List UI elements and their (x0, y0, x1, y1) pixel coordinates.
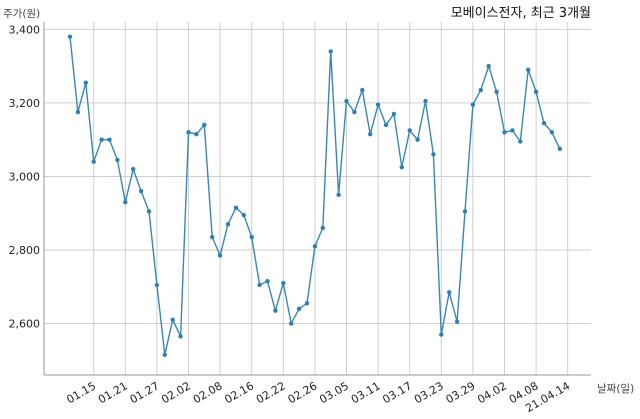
price-point (439, 332, 444, 337)
price-point (178, 334, 183, 339)
price-point (83, 80, 89, 85)
price-point (162, 352, 167, 357)
price-point (281, 280, 286, 286)
price-point (265, 279, 270, 284)
price-point (368, 131, 373, 137)
price-point (296, 306, 302, 312)
x-tick-label: 03.17 (380, 379, 414, 406)
x-tick-label: 02.26 (286, 379, 320, 406)
x-axis-title: 날짜(일) (597, 382, 634, 395)
price-point (462, 209, 468, 214)
price-point (146, 209, 152, 214)
price-point (320, 225, 325, 231)
x-tick-label: 04.02 (475, 379, 509, 406)
price-point (249, 234, 254, 240)
price-point (399, 165, 404, 170)
price-point (186, 130, 191, 135)
x-tick-label: 03.29 (444, 379, 478, 406)
x-tick-label: 02.16 (222, 379, 256, 406)
grid-layer (44, 22, 591, 375)
price-point (415, 137, 420, 142)
price-point (233, 205, 239, 210)
price-point (328, 49, 333, 54)
price-point (383, 122, 389, 128)
price-point (312, 244, 318, 249)
price-point (375, 102, 381, 107)
x-tick-label: 01.15 (64, 379, 98, 406)
price-point (75, 109, 81, 115)
price-point (154, 282, 160, 288)
price-point (407, 128, 412, 133)
price-point (423, 98, 428, 104)
x-tick-label: 02.02 (159, 379, 193, 406)
x-tick-label: 01.27 (128, 379, 162, 406)
price-point (541, 120, 547, 126)
price-point (131, 166, 136, 172)
series-layer (67, 34, 562, 357)
price-point (518, 139, 523, 144)
price-point (210, 234, 215, 240)
price-point (304, 301, 310, 306)
axis-layer (43, 22, 591, 376)
price-point (352, 109, 357, 115)
price-point (344, 98, 349, 104)
y-tick-label: 2,800 (9, 244, 41, 257)
price-point (557, 146, 562, 152)
price-point (494, 89, 499, 95)
price-point (510, 128, 515, 133)
price-point (447, 290, 452, 295)
price-point (549, 130, 555, 135)
price-point (478, 87, 483, 93)
y-tick-label: 3,400 (9, 23, 41, 36)
x-tick-label: 03.05 (317, 379, 351, 406)
price-point (202, 122, 207, 128)
price-point (138, 188, 144, 194)
price-point (107, 137, 112, 142)
x-tick-label: 03.11 (349, 379, 383, 406)
price-point (360, 87, 365, 93)
y-tick-label: 3,000 (9, 170, 41, 183)
price-point (115, 157, 120, 163)
price-point (99, 137, 104, 142)
chart-title: 모베이스전자, 최근 3개월 (451, 6, 591, 21)
price-point (391, 111, 397, 117)
price-point (336, 192, 341, 198)
x-tick-label: 01.21 (96, 379, 130, 406)
price-point (170, 317, 175, 323)
x-tick-label: 02.08 (191, 379, 225, 406)
price-point (526, 67, 531, 73)
price-point (470, 102, 476, 107)
y-tick-label: 2,600 (9, 318, 41, 331)
label-layer: 2,600 2,800 3,000 3,200 3,400 01.1501.2101.27… (9, 23, 573, 415)
price-point (273, 308, 278, 313)
price-point (91, 159, 96, 164)
x-tick-label: 03.23 (412, 379, 446, 406)
price-point (486, 63, 491, 69)
price-point (225, 222, 231, 227)
price-point (123, 199, 128, 205)
price-point (257, 282, 262, 288)
price-point (67, 34, 73, 39)
y-tick-label: 3,200 (9, 97, 41, 110)
price-point (533, 89, 539, 95)
price-point (194, 131, 199, 137)
price-point (289, 321, 294, 326)
price-point (241, 212, 246, 218)
x-tick-label: 02.22 (254, 379, 288, 406)
price-point (454, 319, 460, 324)
price-point (431, 152, 436, 157)
price-point (502, 130, 507, 135)
price-point (217, 253, 223, 258)
y-axis-title: 주가(원) (3, 8, 40, 20)
